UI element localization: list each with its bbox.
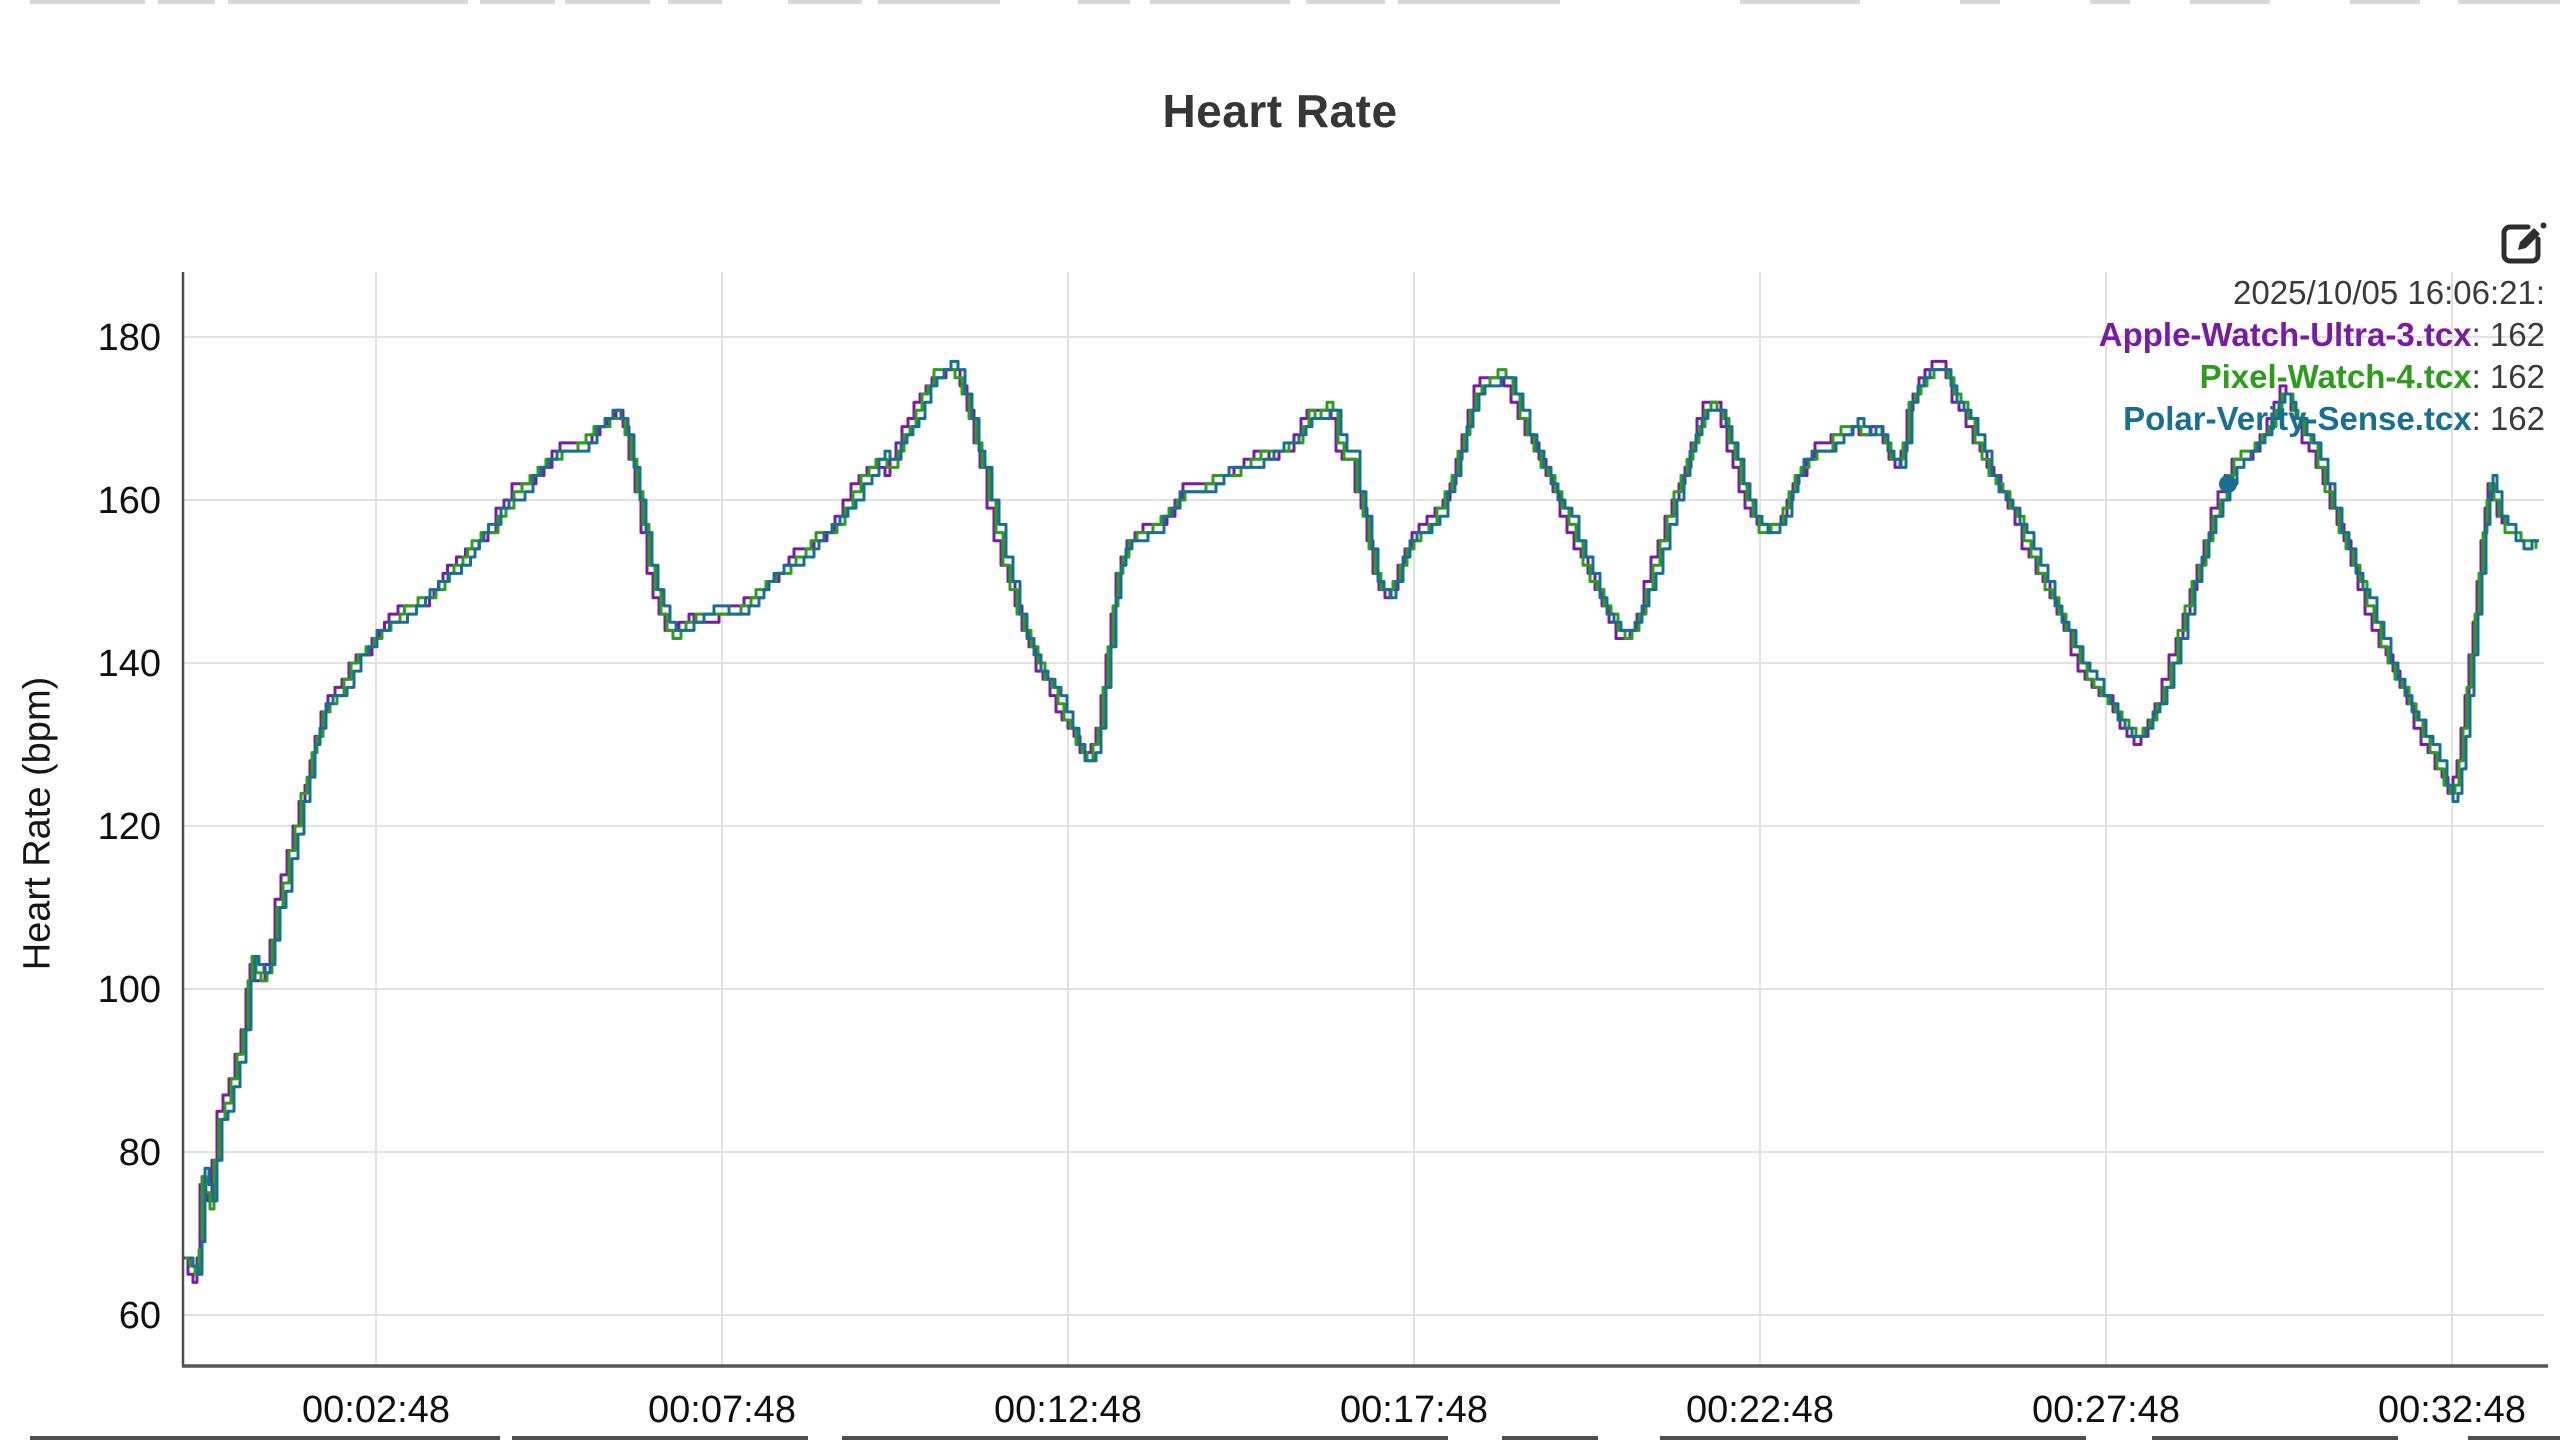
bottom-edge-line [1502,1436,1598,1440]
bottom-edge-line [2152,1436,2398,1440]
legend-row-polar-verity-sense: Polar-Verity-Sense.tcx: 162 [2099,398,2545,440]
top-edge-line [2190,0,2270,4]
series-label-apple-watch-ultra-3: Apple-Watch-Ultra-3.tcx [2098,316,2472,353]
series-value-apple-watch-ultra-3: 162 [2489,316,2545,353]
top-edge-line [878,0,1000,4]
series-line-polar-verity-sense [188,359,2539,1276]
series-value-polar-verity-sense: 162 [2489,400,2545,437]
top-edge-line [1398,0,1560,4]
bottom-edge-line [2468,1436,2560,1440]
x-tick-label-00:17:48: 00:17:48 [1340,1389,1488,1431]
chart-title: Heart Rate [1162,85,1398,137]
legend-separator: : [2471,358,2490,395]
y-tick-label-60: 60 [119,1295,161,1337]
hover-point-dot-polar-verity-sense[interactable] [2219,475,2237,493]
top-edge-line [158,0,215,4]
top-edge-line [788,0,862,4]
top-edge-line [1078,0,1130,4]
top-edge-line [1306,0,1385,4]
y-tick-label-100: 100 [98,969,161,1011]
top-edge-line [1150,0,1290,4]
x-tick-label-00:32:48: 00:32:48 [2378,1389,2526,1431]
edit-chart-button[interactable] [2498,220,2548,270]
top-edge-line [2458,0,2560,4]
legend-row-pixel-watch-4: Pixel-Watch-4.tcx: 162 [2099,356,2545,398]
bottom-edge-line [842,1436,1448,1440]
edit-pencil-square-icon [2501,222,2547,264]
hover-legend: 2025/10/05 16:06:21: Apple-Watch-Ultra-3… [2099,272,2545,440]
bottom-edge-line [512,1436,808,1440]
bottom-edge-line [1660,1436,2086,1440]
x-tick-label-00:07:48: 00:07:48 [648,1389,796,1431]
top-edge-line [1960,0,2000,4]
legend-separator: : [2471,316,2490,353]
series-label-polar-verity-sense: Polar-Verity-Sense.tcx [2123,400,2472,437]
top-edge-line [2090,0,2130,4]
x-tick-label-00:12:48: 00:12:48 [994,1389,1142,1431]
top-edge-line [30,0,145,4]
top-edge-line [668,0,722,4]
series-value-pixel-watch-4: 162 [2489,358,2545,395]
x-tick-label-00:27:48: 00:27:48 [2032,1389,2180,1431]
legend-row-apple-watch-ultra-3: Apple-Watch-Ultra-3.tcx: 162 [2099,314,2545,356]
x-tick-label-00:02:48: 00:02:48 [302,1389,450,1431]
y-tick-label-160: 160 [98,480,161,522]
top-edge-line [1740,0,1860,4]
top-edge-line [2350,0,2420,4]
y-tick-label-140: 140 [98,643,161,685]
y-tick-label-80: 80 [119,1132,161,1174]
x-tick-label-00:22:48: 00:22:48 [1686,1389,1834,1431]
top-edge-line [565,0,650,4]
series-label-pixel-watch-4: Pixel-Watch-4.tcx [2199,358,2472,395]
top-edge-line [480,0,555,4]
y-tick-label-180: 180 [98,317,161,359]
bottom-edge-line [30,1436,500,1440]
legend-separator: : [2471,400,2490,437]
hover-timestamp: 2025/10/05 16:06:21: [2233,274,2545,311]
y-tick-label-120: 120 [98,806,161,848]
top-edge-line [228,0,468,4]
